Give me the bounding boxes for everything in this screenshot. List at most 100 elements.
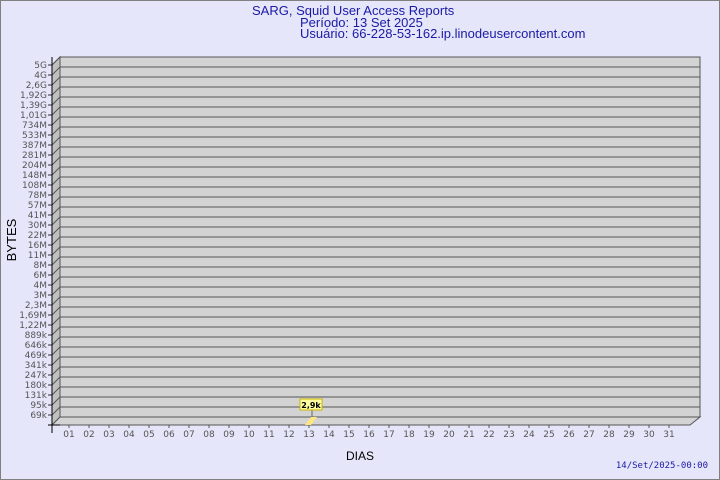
y-tick-label: 734M — [22, 121, 47, 131]
gridline-side — [51, 96, 61, 106]
gridline-side — [51, 246, 61, 256]
y-tick-label: 1,69M — [19, 311, 47, 321]
y-tick-label: 108M — [22, 181, 47, 191]
x-tick-label: 28 — [603, 430, 615, 440]
x-tick-label: 31 — [663, 430, 674, 440]
y-tick-label: 1,92G — [20, 91, 47, 101]
y-tick-label: 1,01G — [20, 111, 47, 121]
x-tick-label: 24 — [523, 430, 535, 440]
y-tick-label: 6M — [34, 271, 48, 281]
x-tick-label: 12 — [283, 430, 294, 440]
x-axis-title: DIAS — [346, 449, 374, 463]
gridline-side — [51, 126, 61, 136]
x-tick-label: 27 — [583, 430, 594, 440]
y-tick-label: 16M — [28, 241, 47, 251]
gridline-side — [51, 266, 61, 276]
gridline-side — [51, 256, 61, 266]
x-tick-label: 16 — [363, 430, 375, 440]
gridline-side — [51, 156, 61, 166]
report-period: Período: 13 Set 2025 — [300, 15, 423, 30]
x-tick-label: 23 — [503, 430, 514, 440]
y-tick-label: 533M — [22, 131, 47, 141]
y-tick-label: 281M — [22, 151, 47, 161]
x-tick-label: 20 — [443, 430, 455, 440]
gridline-side — [51, 326, 61, 336]
gridline-side — [51, 176, 61, 186]
plot-floor — [50, 416, 702, 426]
gridline-side — [51, 286, 61, 296]
x-tick-label: 01 — [63, 430, 74, 440]
y-tick-label: 69k — [30, 411, 47, 421]
gridline-side — [51, 116, 61, 126]
bar-day-13 — [305, 417, 317, 425]
chart-title: SARG, Squid User Access Reports — [252, 3, 455, 18]
x-tick-label: 15 — [343, 430, 354, 440]
y-tick-label: 889k — [25, 331, 48, 341]
y-tick-label: 78M — [28, 191, 47, 201]
y-tick-label: 1,39G — [20, 101, 47, 111]
y-tick-label: 3M — [34, 291, 48, 301]
y-tick-label: 2,3M — [25, 301, 47, 311]
y-tick-label: 469k — [25, 351, 48, 361]
y-tick-label: 2,6G — [26, 81, 47, 91]
gridline-side — [51, 216, 61, 226]
x-tick-label: 04 — [123, 430, 135, 440]
y-tick-label: 30M — [28, 221, 47, 231]
data-label: 2,9k — [301, 401, 321, 410]
y-tick-label: 95k — [30, 401, 47, 411]
x-tick-label: 13 — [303, 430, 314, 440]
y-tick-label: 646k — [25, 341, 48, 351]
x-tick-label: 29 — [623, 430, 635, 440]
gridline-side — [51, 366, 61, 376]
gridline-side — [51, 226, 61, 236]
gridline-side — [51, 196, 61, 206]
y-tick-label: 1,22M — [19, 321, 47, 331]
gridline-side — [51, 376, 61, 386]
gridline-side — [51, 336, 61, 346]
y-tick-label: 131k — [25, 391, 48, 401]
gridline-side — [51, 136, 61, 146]
gridline-side — [51, 236, 61, 246]
x-tick-label: 19 — [423, 430, 435, 440]
gridline-side — [51, 296, 61, 306]
y-tick-label: 387M — [22, 141, 47, 151]
gridline-side — [51, 56, 61, 66]
x-tick-label: 30 — [643, 430, 655, 440]
x-tick-label: 21 — [463, 430, 474, 440]
gridline-side — [51, 106, 61, 116]
gridline-side — [51, 356, 61, 366]
y-tick-label: 148M — [22, 171, 47, 181]
y-tick-label: 5G — [34, 61, 47, 71]
gridline-side — [51, 406, 61, 416]
gridline-side — [51, 396, 61, 406]
x-tick-label: 07 — [183, 430, 194, 440]
x-tick-label: 11 — [263, 430, 274, 440]
x-tick-label: 10 — [243, 430, 255, 440]
x-tick-label: 14 — [323, 430, 335, 440]
gridline-side — [51, 86, 61, 96]
x-tick-label: 06 — [163, 430, 175, 440]
y-tick-label: 247k — [25, 371, 48, 381]
gridline-side — [51, 206, 61, 216]
x-tick-label: 02 — [83, 430, 94, 440]
gridline-side — [51, 186, 61, 196]
x-tick-label: 09 — [223, 430, 235, 440]
x-tick-label: 05 — [143, 430, 154, 440]
x-tick-label: 08 — [203, 430, 215, 440]
gridline-side — [51, 346, 61, 356]
x-tick-label: 25 — [543, 430, 554, 440]
y-tick-label: 4G — [34, 71, 47, 81]
gridline-side — [51, 146, 61, 156]
y-tick-label: 4M — [34, 281, 48, 291]
y-tick-label: 57M — [28, 201, 47, 211]
y-tick-label: 8M — [34, 261, 48, 271]
y-tick-label: 180k — [25, 381, 48, 391]
gridline-side — [51, 316, 61, 326]
y-tick-label: 41M — [28, 211, 47, 221]
x-tick-label: 26 — [563, 430, 575, 440]
y-tick-label: 204M — [22, 161, 47, 171]
generated-timestamp: 14/Set/2025-00:00 — [615, 461, 708, 471]
gridline-side — [51, 76, 61, 86]
x-tick-label: 18 — [403, 430, 415, 440]
gridline-side — [51, 276, 61, 286]
